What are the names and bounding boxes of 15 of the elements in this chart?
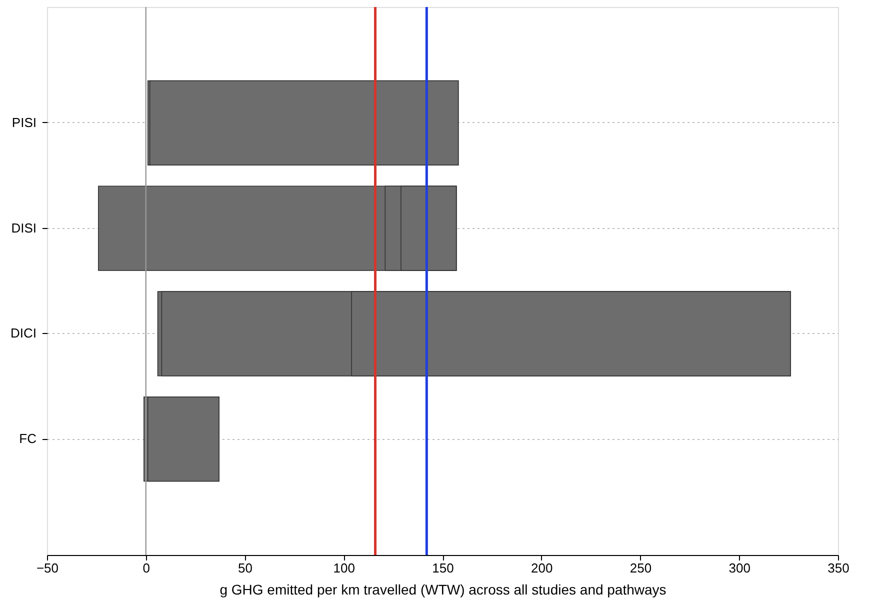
x-tick-label: 50 [238,560,252,576]
x-tick-label: 100 [333,560,355,576]
y-tick-label: DISI [11,220,36,236]
x-tick-label: 350 [828,560,850,576]
y-tick-label: DICI [10,326,36,341]
x-tick-label: 300 [728,560,750,576]
x-tick-label: 250 [630,560,652,576]
x-tick-label: 200 [531,560,553,576]
y-tick-label: FC [19,431,36,446]
bar [149,80,459,166]
x-axis-title: g GHG emitted per km travelled (WTW) across all studies and pathways [220,582,666,598]
x-tick-label: 150 [432,560,454,576]
x-tick-label: −50 [36,560,59,576]
x-tick-label: 0 [142,560,150,576]
y-tick-label: PISI [12,114,36,130]
